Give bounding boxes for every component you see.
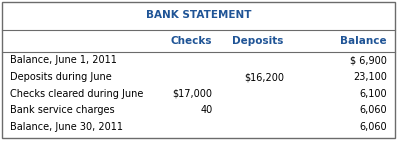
Text: 6,100: 6,100 bbox=[359, 89, 387, 99]
Text: $ 6,900: $ 6,900 bbox=[350, 56, 387, 65]
Text: Bank service charges: Bank service charges bbox=[10, 105, 115, 115]
Text: Checks: Checks bbox=[171, 36, 212, 46]
Text: Balance, June 30, 2011: Balance, June 30, 2011 bbox=[10, 122, 123, 132]
Text: $17,000: $17,000 bbox=[172, 89, 212, 99]
Text: $16,200: $16,200 bbox=[244, 72, 284, 82]
Text: 6,060: 6,060 bbox=[359, 122, 387, 132]
Text: Deposits during June: Deposits during June bbox=[10, 72, 112, 82]
Text: Checks cleared during June: Checks cleared during June bbox=[10, 89, 143, 99]
Text: Balance, June 1, 2011: Balance, June 1, 2011 bbox=[10, 56, 117, 65]
Text: 40: 40 bbox=[200, 105, 212, 115]
Text: 6,060: 6,060 bbox=[359, 105, 387, 115]
Text: Balance: Balance bbox=[341, 36, 387, 46]
Text: Deposits: Deposits bbox=[233, 36, 284, 46]
Text: 23,100: 23,100 bbox=[353, 72, 387, 82]
Text: BANK STATEMENT: BANK STATEMENT bbox=[146, 10, 251, 20]
